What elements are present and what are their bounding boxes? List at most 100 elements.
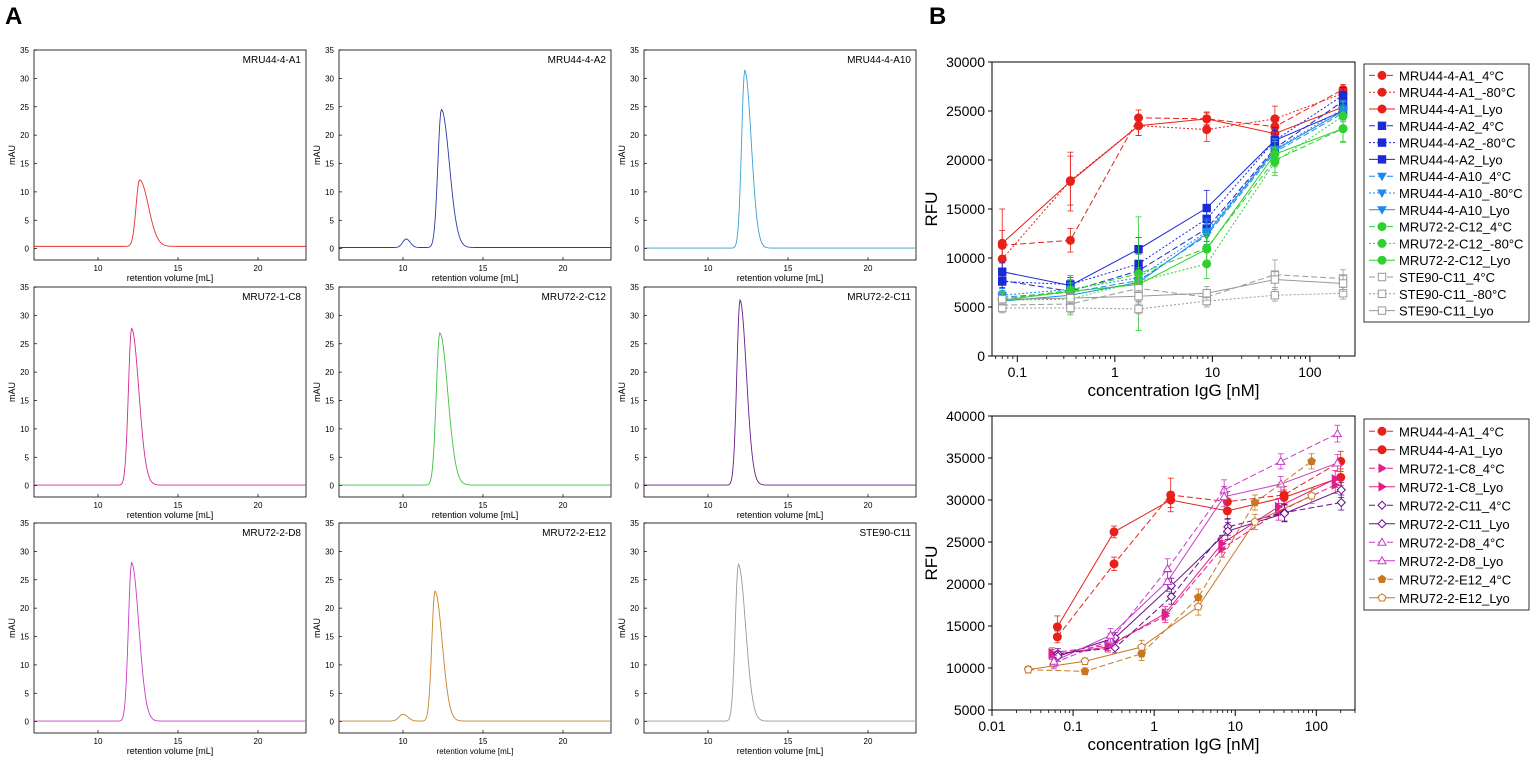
y-tick-label: 10	[325, 425, 334, 434]
chart-sec-8: 0 5 10 15 20 25 30 35 10 15 20 retention volume [mL…	[312, 519, 612, 756]
x-tick-label: 20	[254, 501, 263, 510]
data-point	[1080, 656, 1090, 666]
y-tick-label: 35	[325, 519, 334, 528]
y-tick-label: 35	[630, 283, 639, 292]
data-point	[1270, 275, 1280, 284]
legend-label: MRU72-1-C8_4°C	[1399, 461, 1505, 476]
chart-binding-2: 5000 10000 15000 20000 25000 30000 35000 40000 0…	[922, 408, 1530, 754]
series-line	[1002, 115, 1344, 301]
y-tick-label: 10000	[946, 660, 985, 676]
chromatogram-trace	[34, 179, 306, 247]
y-axis-label: mAU	[312, 618, 322, 638]
y-tick-label: 30000	[946, 54, 985, 70]
legend-label: STE90-C11_Lyo	[1399, 304, 1494, 319]
legend-marker	[1378, 481, 1388, 492]
data-point	[1134, 304, 1143, 314]
data-point	[1066, 303, 1075, 313]
data-point	[1110, 643, 1120, 653]
legend-label: MRU44-4-A10_4°C	[1399, 169, 1511, 184]
x-tick-label: 0.01	[978, 718, 1005, 734]
series-MRU72-2-D8_Lyo	[1049, 454, 1343, 668]
y-tick-label: 30	[630, 547, 639, 556]
y-tick-label: 35	[20, 283, 29, 292]
y-tick-label: 15	[20, 397, 29, 406]
legend-label: MRU72-2-C11_Lyo	[1399, 517, 1510, 532]
legend: MRU44-4-A1_4°C MRU44-4-A1_-80°C MRU44-4-A1…	[1363, 63, 1530, 323]
y-tick-label: 25	[630, 576, 639, 585]
y-tick-label: 0	[977, 348, 985, 364]
data-point	[1162, 563, 1173, 573]
series-MRU44-4-A10_-80°C	[997, 99, 1348, 303]
series-STE90-C11_4°C	[998, 259, 1348, 311]
y-tick-label: 0	[330, 482, 335, 491]
legend-label: MRU72-2-C12_-80°C	[1399, 236, 1523, 251]
y-tick-label: 25	[20, 103, 29, 112]
series-MRU44-4-A1_Lyo	[1052, 468, 1346, 639]
data-point	[1202, 114, 1212, 124]
y-tick-label: 15	[20, 160, 29, 169]
legend-marker	[1377, 574, 1387, 583]
series-MRU72-2-C11_Lyo	[1053, 481, 1346, 662]
y-tick-label: 35	[630, 519, 639, 528]
legend-label: MRU44-4-A2_4°C	[1399, 119, 1504, 134]
series-MRU72-2-C11_4°C	[1053, 494, 1346, 660]
series-line	[1056, 476, 1341, 628]
legend-label: MRU72-2-C11_4°C	[1399, 498, 1511, 513]
x-tick-label: 10	[399, 501, 408, 510]
y-tick-label: 5000	[954, 702, 985, 718]
chart-sec-5: 0 5 10 15 20 25 30 35 10 15 20 retention volume [mL…	[312, 283, 612, 520]
chromatogram-trace	[339, 590, 611, 722]
series-line	[1002, 110, 1344, 302]
series-line	[1051, 478, 1336, 656]
data-point	[1270, 114, 1280, 124]
chart-sec-1: 0 5 10 15 20 25 30 35 10 15 20 retention volume [mL…	[7, 46, 307, 283]
y-tick-label: 0	[330, 245, 335, 254]
data-point	[1279, 492, 1289, 502]
y-axis-label: mAU	[7, 618, 17, 638]
data-point	[1270, 149, 1280, 159]
series-MRU72-2-C12_Lyo	[997, 115, 1348, 309]
legend-label: MRU44-4-A1_Lyo	[1399, 443, 1503, 458]
legend-marker	[1377, 426, 1387, 436]
legend-label: MRU72-2-C12_4°C	[1399, 220, 1512, 235]
y-tick-label: 10	[20, 661, 29, 670]
plot-frame	[643, 49, 917, 261]
data-point	[1336, 485, 1346, 495]
data-point	[1065, 235, 1075, 245]
plot-frame	[643, 522, 917, 734]
y-tick-label: 0	[25, 718, 30, 727]
series-line	[1002, 274, 1344, 306]
x-tick-label: 10	[94, 264, 103, 273]
y-tick-label: 20	[20, 131, 29, 140]
y-tick-label: 10000	[946, 250, 985, 266]
data-point	[1223, 526, 1233, 536]
series-line	[1002, 110, 1344, 286]
x-tick-label: 20	[559, 501, 568, 510]
legend-label: MRU44-4-A1_Lyo	[1399, 102, 1503, 117]
y-tick-label: 25	[20, 340, 29, 349]
y-tick-label: 30	[20, 311, 29, 320]
y-tick-label: 30	[20, 74, 29, 83]
y-tick-label: 25000	[946, 534, 985, 550]
y-tick-label: 20	[20, 368, 29, 377]
x-axis-label: retention volume [mL]	[737, 746, 824, 756]
y-tick-label: 5	[330, 216, 335, 225]
chart-sec-6: 0 5 10 15 20 25 30 35 10 15 20 retention volume [mL…	[617, 283, 917, 520]
y-tick-label: 35	[20, 46, 29, 55]
chart-title: MRU72-2-C11	[847, 292, 911, 303]
y-axis-label: mAU	[617, 382, 627, 402]
y-tick-label: 35	[325, 46, 334, 55]
data-point	[1332, 458, 1343, 467]
y-tick-label: 5	[25, 216, 30, 225]
y-tick-label: 20	[325, 604, 334, 613]
chart-title: MRU72-2-C12	[542, 292, 607, 303]
data-point	[1331, 480, 1341, 490]
y-tick-label: 5	[330, 453, 335, 462]
legend-label: MRU72-2-E12_Lyo	[1399, 591, 1510, 606]
series-MRU44-4-A2_4°C	[998, 91, 1348, 300]
series-MRU44-4-A1_4°C	[997, 84, 1348, 261]
y-tick-label: 15	[325, 397, 334, 406]
legend-marker	[1377, 70, 1387, 80]
series-MRU44-4-A10_Lyo	[997, 101, 1348, 309]
